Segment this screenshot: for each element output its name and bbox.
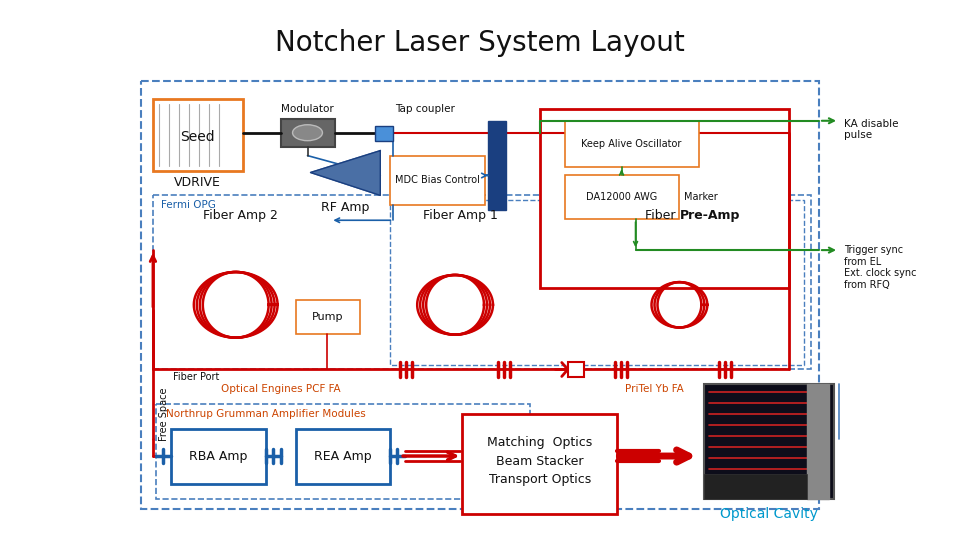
Bar [391,200,804,364]
Text: Pump: Pump [312,312,343,322]
Text: Keep Alive Oscillator: Keep Alive Oscillator [582,139,682,148]
Text: Fermi OPG: Fermi OPG [161,200,216,211]
Text: Free Space: Free Space [159,388,169,441]
Text: Optical Cavity: Optical Cavity [720,507,818,521]
Bar [280,119,335,147]
Bar [296,429,391,484]
Bar [567,361,584,377]
Bar [462,414,616,514]
Bar [156,404,530,499]
Bar [540,109,789,288]
Text: RBA Amp: RBA Amp [188,449,247,463]
Text: Pre-Amp: Pre-Amp [680,209,740,222]
Bar [296,300,360,334]
Text: Fiber Amp 1: Fiber Amp 1 [422,209,497,222]
Text: Tap coupler: Tap coupler [396,104,455,114]
Text: Transport Optics: Transport Optics [489,474,591,487]
Text: Trigger sync
from EL
Ext. clock sync
from RFQ: Trigger sync from EL Ext. clock sync fro… [844,245,917,290]
Bar [153,195,811,369]
Text: Optical Engines PCF FA: Optical Engines PCF FA [221,384,341,394]
Text: MDC Bias Control: MDC Bias Control [395,176,480,185]
Text: DA12000 AWG: DA12000 AWG [586,192,658,202]
Text: VDRIVE: VDRIVE [175,176,221,189]
Bar [488,121,506,210]
Bar [375,126,394,140]
Bar [391,156,485,205]
Text: KA disable
pulse: KA disable pulse [844,119,899,140]
Bar [564,176,680,219]
Text: Matching  Optics: Matching Optics [488,436,592,449]
Polygon shape [310,151,380,195]
Text: PriTel Yb FA: PriTel Yb FA [625,384,684,394]
Text: Marker: Marker [684,192,718,202]
Bar [807,384,829,499]
Text: REA Amp: REA Amp [314,449,372,463]
Text: Fiber: Fiber [645,209,680,222]
Text: Modulator: Modulator [281,104,334,114]
Bar [153,99,243,171]
Text: Notcher Laser System Layout: Notcher Laser System Layout [276,29,684,57]
Ellipse shape [293,125,323,140]
Bar [564,121,700,166]
Text: Northrup Grumman Amplifier Modules: Northrup Grumman Amplifier Modules [166,409,366,419]
Bar [141,81,819,509]
Text: Seed: Seed [180,130,215,144]
Text: RF Amp: RF Amp [322,201,370,214]
Text: Fiber Port: Fiber Port [173,373,219,382]
Bar [705,474,807,499]
Text: Fiber Amp 2: Fiber Amp 2 [204,209,278,222]
Text: Beam Stacker: Beam Stacker [496,455,584,468]
Bar [171,429,266,484]
Bar [705,384,834,499]
